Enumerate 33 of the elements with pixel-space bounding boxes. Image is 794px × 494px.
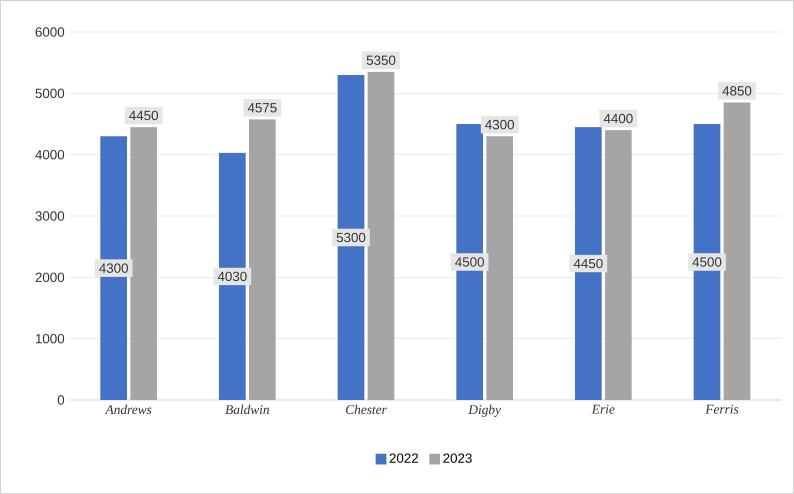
data-label: 4575 [248, 103, 277, 112]
data-label: 4030 [218, 272, 247, 282]
y-tick-label: 4000 [35, 150, 64, 160]
x-tick-label: Erie [592, 404, 615, 414]
bar [724, 102, 750, 400]
bar [249, 119, 276, 400]
x-tick-label: Andrews [104, 404, 152, 414]
data-label: 4850 [722, 86, 752, 96]
data-label: 4300 [99, 263, 128, 273]
y-tick-label: 1000 [36, 334, 64, 344]
legend-label: 2022 [390, 453, 418, 463]
x-tick-label: Digby [468, 404, 501, 417]
x-tick-label: Baldwin [225, 404, 270, 414]
x-tick-label: Chester [346, 404, 387, 414]
data-label: 4500 [692, 257, 722, 267]
data-label: 4450 [129, 110, 158, 120]
bar [368, 72, 394, 400]
y-tick-label: 2000 [36, 272, 64, 282]
data-label: 4400 [604, 114, 633, 124]
y-tick-label: 5000 [36, 88, 64, 98]
data-label: 4500 [455, 257, 484, 267]
y-tick-label: 6000 [36, 27, 64, 37]
y-tick-label: 0 [58, 395, 64, 405]
bar [486, 136, 513, 400]
data-label: 5300 [336, 232, 366, 242]
data-label: 5350 [366, 56, 396, 65]
data-label: 4300 [485, 120, 514, 130]
y-tick-label: 3000 [35, 211, 64, 221]
legend-label: 2023 [443, 453, 472, 463]
bar [605, 130, 632, 400]
x-tick-label: Ferris [705, 404, 738, 414]
bar [130, 127, 158, 400]
data-label: 4450 [574, 258, 603, 268]
